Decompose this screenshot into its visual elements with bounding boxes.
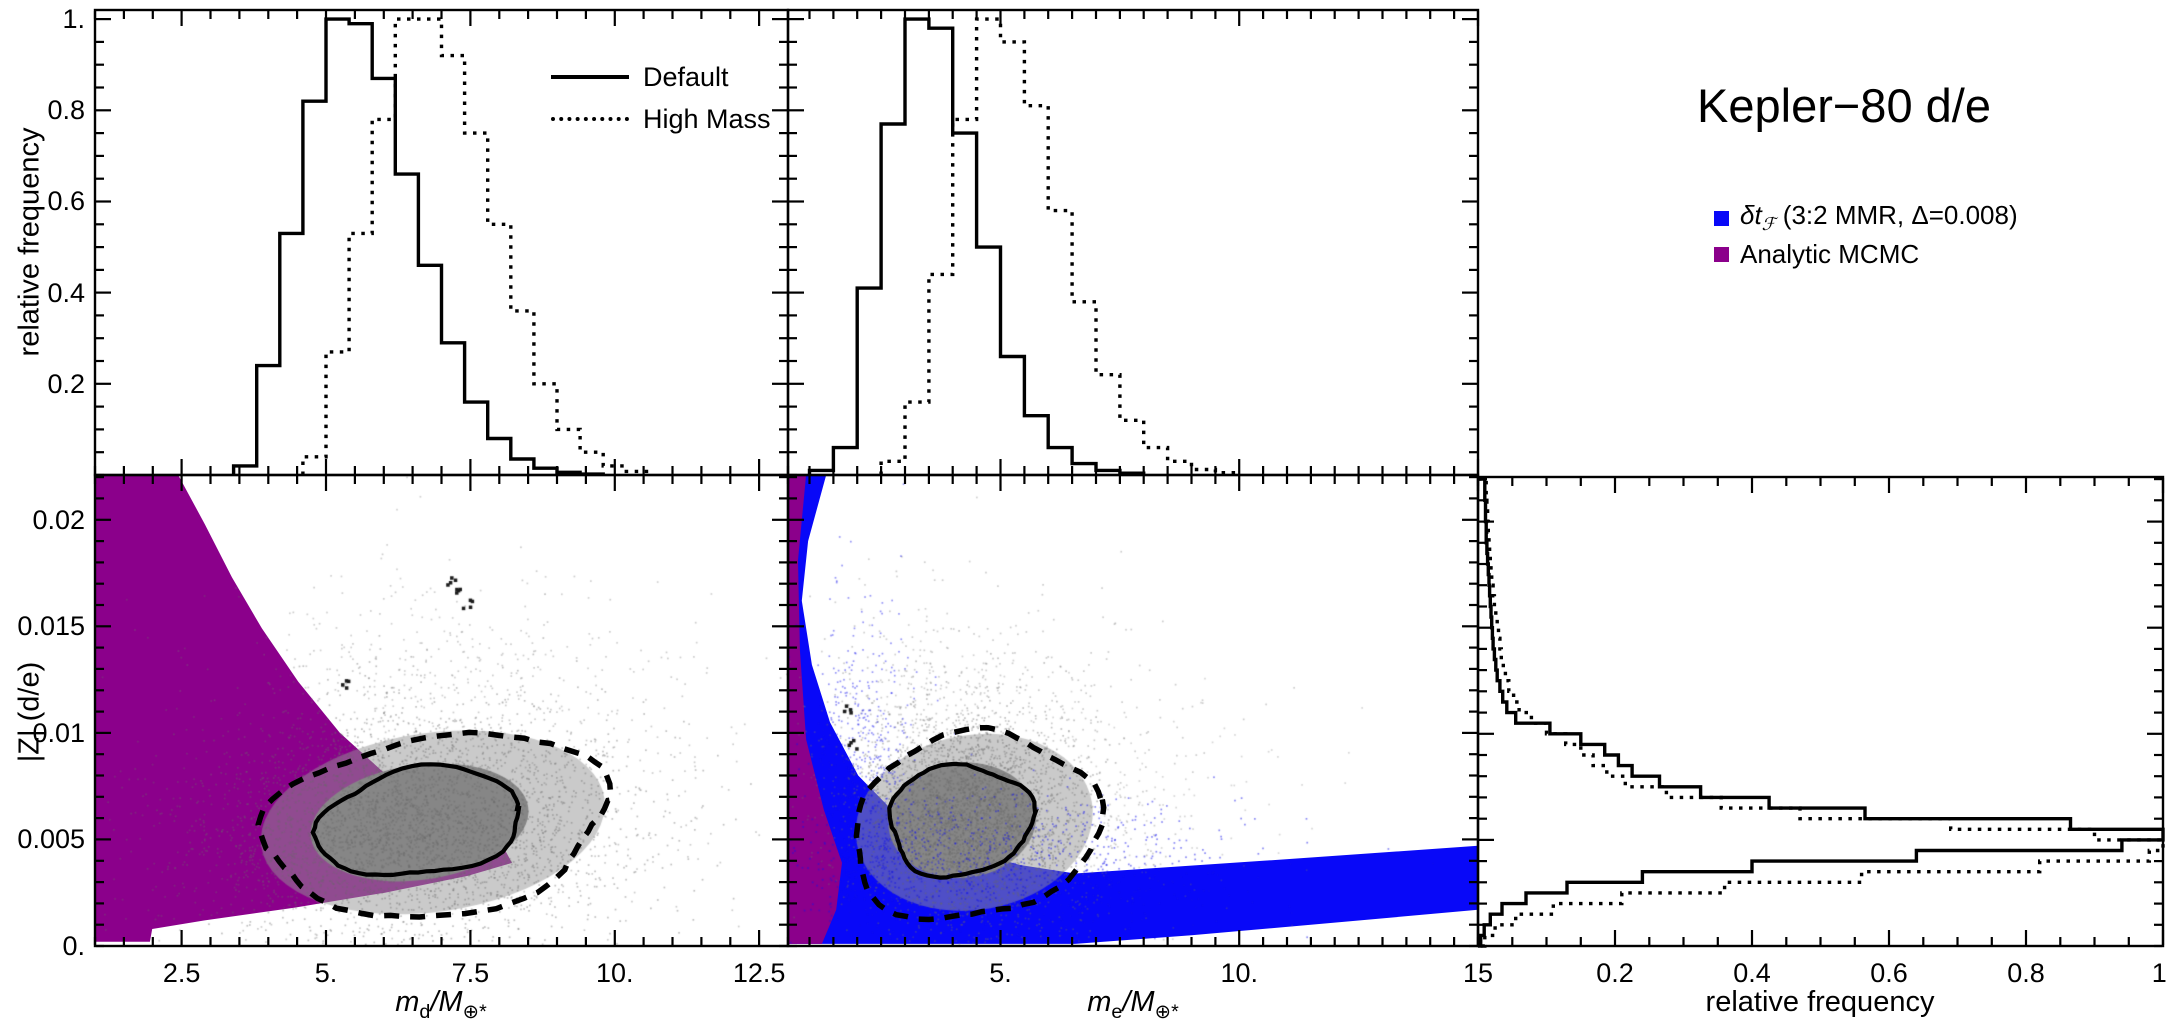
solid-line-sample xyxy=(551,75,629,79)
tick-label: 1. xyxy=(2151,958,2169,988)
delta-t-sub: ℱ xyxy=(1761,214,1776,235)
me-label-base: m xyxy=(1087,986,1112,1018)
tick-label: 0.2 xyxy=(1596,958,1634,988)
histogram-default xyxy=(231,17,605,476)
x-axis-label-md: md/M⊕* xyxy=(291,986,591,1023)
blue-region-swatch xyxy=(1714,210,1729,226)
frame-me_scatter xyxy=(786,473,1480,948)
tick-label: 7.5 xyxy=(451,958,490,988)
delta-t-rest: (3:2 MMR, Δ=0.008) xyxy=(1775,200,2018,231)
tick-label: 0.2 xyxy=(47,368,85,399)
histogram-high-mass xyxy=(879,17,1241,475)
legend-label-default: Default xyxy=(643,61,729,92)
outer-dashed-contour xyxy=(255,729,614,920)
tick-label: 0.02 xyxy=(32,504,85,535)
purple-region-swatch xyxy=(1714,246,1729,262)
legend-item-default: Default xyxy=(551,56,771,98)
x-axis-label-me: me/M⊕* xyxy=(983,986,1283,1023)
tick-label: 12.5 xyxy=(732,958,786,988)
frame-z_hist xyxy=(1476,475,2165,948)
legend-label-analytic-mcmc: Analytic MCMC xyxy=(1740,238,1920,269)
histogram-high-mass xyxy=(1478,477,2165,948)
tick-label: 0.8 xyxy=(2007,958,2045,988)
histogram-default xyxy=(807,17,1146,475)
md-label-sub2: ⊕* xyxy=(462,1000,487,1023)
delta-t-prefix: δt xyxy=(1740,200,1762,231)
tick-label: 0.6 xyxy=(1870,958,1908,988)
tick-label: 10. xyxy=(1220,958,1258,988)
line-style-legend: Default High Mass xyxy=(551,56,771,140)
tick-label: 15 xyxy=(1462,958,1494,988)
tick-label: 2.5 xyxy=(162,958,201,988)
frame-md_scatter xyxy=(93,473,790,948)
region-color-legend: δtℱ (3:2 MMR, Δ=0.008) Analytic MCMC xyxy=(1714,200,2018,277)
tick-label: 0. xyxy=(62,931,85,961)
tick-label: 0.01 xyxy=(32,717,85,748)
legend-item-analytic-mcmc: Analytic MCMC xyxy=(1714,238,2018,269)
legend-item-delta-t: δtℱ (3:2 MMR, Δ=0.008) xyxy=(1714,200,2018,235)
inner-solid-contour xyxy=(310,762,522,878)
tick-label: 10. xyxy=(595,958,634,988)
tick-label: 0.6 xyxy=(47,186,85,217)
md-label-mid: /M xyxy=(430,986,463,1018)
tick-label: 0.005 xyxy=(17,824,85,855)
tick-label: 0.015 xyxy=(17,611,85,642)
legend-item-high-mass: High Mass xyxy=(551,98,771,140)
me-label-mid: /M xyxy=(1122,986,1155,1018)
legend-label-delta-t: δtℱ (3:2 MMR, Δ=0.008) xyxy=(1740,200,2018,235)
figure-title: Kepler−80 d/e xyxy=(1697,79,1991,132)
me-label-sub: e xyxy=(1111,1000,1123,1023)
dotted-line-sample xyxy=(551,117,629,121)
x-axis-label-relative-frequency: relative frequency xyxy=(1705,986,1935,1018)
y-axis-label-relative-frequency: relative frequency xyxy=(13,127,46,357)
legend-label-high-mass: High Mass xyxy=(643,103,771,134)
md-label-base: m xyxy=(395,986,420,1018)
tick-label: 0.8 xyxy=(47,95,85,126)
outer-dashed-contour xyxy=(853,724,1107,923)
inner-solid-contour xyxy=(887,761,1039,880)
tick-label: 0.4 xyxy=(1733,958,1771,988)
md-label-sub: d xyxy=(419,1000,431,1023)
tick-label: 5. xyxy=(314,958,338,988)
tick-label: 1. xyxy=(62,4,85,35)
me-label-sub2: ⊕* xyxy=(1154,1000,1179,1023)
tick-label: 0.4 xyxy=(47,277,85,308)
histogram-default xyxy=(1478,477,2165,948)
tick-label: 5. xyxy=(989,958,1012,988)
frame-me_hist xyxy=(786,8,1480,477)
